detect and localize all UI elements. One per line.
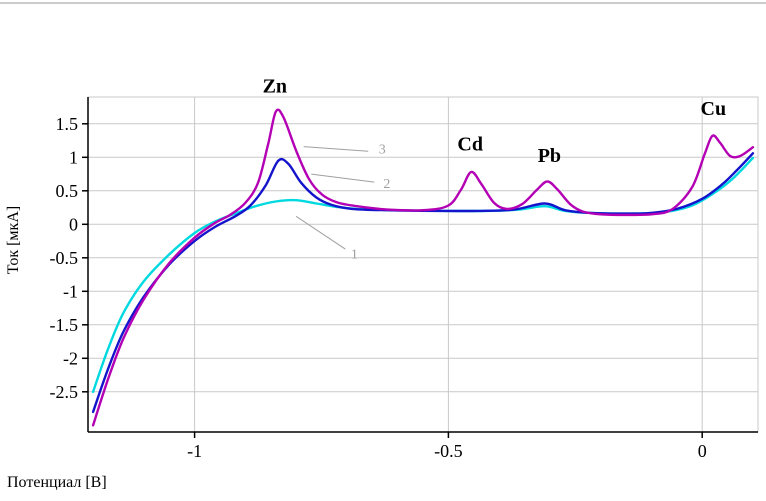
x-tick-label: 0: [698, 441, 707, 461]
y-tick-label: -1: [63, 281, 78, 301]
y-tick-label: 1.5: [56, 114, 79, 134]
y-tick-label: -2: [63, 348, 78, 368]
x-tick-label: -1: [187, 441, 202, 461]
peak-label-Pb: Pb: [538, 145, 561, 167]
y-tick-label: 0.5: [56, 181, 79, 201]
y-tick-label: -1.5: [50, 315, 79, 335]
leader-line-series-3: [303, 146, 369, 152]
series-line-1: [91, 156, 755, 393]
y-tick-label: -2.5: [50, 382, 79, 402]
y-tick-label: -0.5: [50, 248, 79, 268]
y-tick-label: 1: [69, 147, 78, 167]
plot-border: [87, 96, 759, 433]
leader-line-series-1: [295, 215, 346, 250]
peak-label-Cu: Cu: [701, 98, 727, 120]
peak-label-Zn: Zn: [263, 75, 287, 97]
series-number-label-3: 3: [379, 142, 386, 157]
leader-line-series-2: [311, 173, 375, 183]
series-number-label-1: 1: [351, 248, 358, 263]
series-line-2: [91, 152, 755, 414]
series-line-3: [91, 108, 755, 427]
x-axis-label: Потенциал [В]: [7, 474, 107, 491]
y-axis-label: Ток [мкА]: [5, 205, 22, 275]
series-number-label-2: 2: [383, 177, 390, 192]
x-tick-label: -0.5: [434, 441, 463, 461]
y-tick-label: 0: [69, 214, 78, 234]
peak-label-Cd: Cd: [457, 134, 483, 156]
